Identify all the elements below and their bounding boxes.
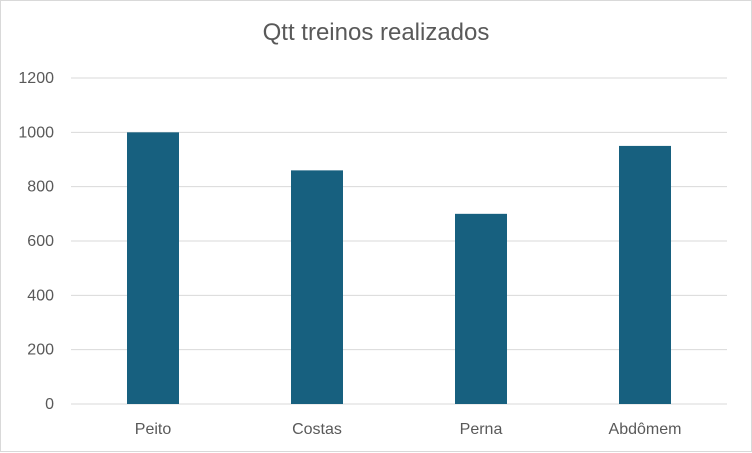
x-tick-label: Perna [460,421,503,438]
x-tick-label: Costas [292,421,342,438]
y-tick-label: 800 [27,179,54,196]
chart-title: Qtt treinos realizados [262,19,490,46]
bar-peito [127,132,179,405]
x-tick-label: Abdômem [609,421,682,438]
y-tick-label: 0 [45,396,54,413]
bar-costas [291,170,343,404]
bar-abdômem [619,145,671,404]
y-tick-label: 600 [27,233,54,250]
y-tick-label: 1000 [18,124,54,141]
y-tick-label: 1200 [18,70,54,87]
y-tick-label: 400 [27,287,54,304]
bar-perna [455,213,507,404]
x-tick-label: Peito [135,421,172,438]
y-tick-label: 200 [27,342,54,359]
